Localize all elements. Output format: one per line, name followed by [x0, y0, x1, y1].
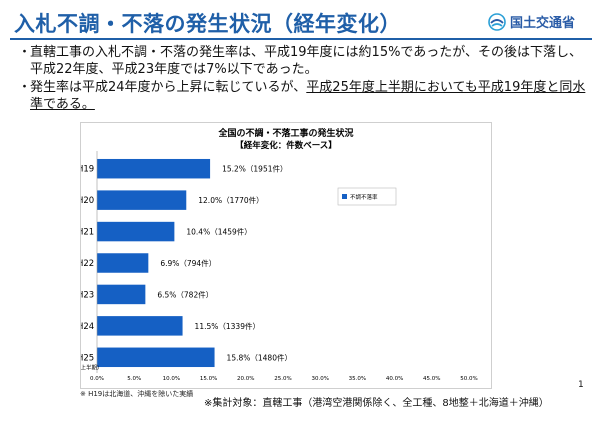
x-tick-label: 40.0%: [386, 376, 403, 382]
x-tick-label: 25.0%: [274, 376, 291, 382]
bars-group: H19 15.2%（1951件） H20 12.0%（1770件） H21 10.4%（1…: [75, 158, 292, 371]
chart-title: 全国の不調・不落工事の発生状況: [217, 127, 353, 139]
data-label: 6.9%（794件）: [160, 258, 216, 268]
x-tick-label: 45.0%: [423, 376, 440, 382]
x-tick-label: 20.0%: [237, 376, 254, 382]
data-label: 10.4%（1459件）: [186, 227, 251, 237]
category-label: H23: [81, 290, 94, 300]
bullet-text-plain: 発生率は平成24年度から上昇に転じているが、: [30, 80, 307, 95]
category-label: H21: [81, 228, 94, 238]
bullet-item: ・ 発生率は平成24年度から上昇に転じているが、平成25年度上半期においても平成…: [18, 79, 588, 113]
logo-text: 国土交通省: [510, 16, 576, 31]
x-axis: 0.0% 5.0% 10.0% 15.0% 20.0% 25.0% 30.0% 35.0% 40…: [90, 151, 478, 382]
category-label: H19: [81, 165, 94, 175]
title-divider: [10, 38, 592, 40]
bullet-marker: ・: [18, 45, 32, 60]
bullet-text: 直轄工事の入札不調・不落の発生率は、平成19年度には約15%であったが、その後は…: [30, 45, 583, 77]
bar: [97, 316, 183, 336]
category-label: H22: [81, 259, 94, 269]
bullet-text-underlined: 平成25年度上半期においても平成19年度と同水準である。: [30, 80, 586, 112]
bullet-item: ・ 直轄工事の入札不調・不落の発生率は、平成19年度には約15%であったが、その…: [18, 44, 588, 78]
page-number: 1: [578, 380, 584, 390]
data-label: 12.0%（1770件）: [198, 195, 263, 205]
x-tick-label: 50.0%: [460, 376, 477, 382]
data-label: 6.5%（782件）: [157, 289, 213, 299]
x-tick-label: 35.0%: [349, 376, 366, 382]
legend-swatch: [342, 194, 347, 199]
bullet-marker: ・: [18, 80, 32, 95]
chart-panel: 全国の不調・不落工事の発生状況 【経年変化：件数ベース】 H19 15.2%（19…: [75, 122, 492, 389]
bullet-text: 発生率は平成24年度から上昇に転じているが、平成25年度上半期においても平成19…: [30, 79, 588, 113]
category-label: H24: [81, 322, 94, 332]
data-label: 15.8%（1480件）: [227, 352, 292, 362]
x-tick-label: 15.0%: [200, 376, 217, 382]
category-label: H20: [81, 196, 94, 206]
category-label: H25: [81, 353, 94, 363]
page-title: 入札不調・不落の発生状況（経年変化）: [14, 12, 401, 36]
legend-box: [337, 187, 397, 206]
data-label: 11.5%（1339件）: [195, 321, 260, 331]
x-tick-label: 0.0%: [90, 376, 104, 382]
ministry-logo: 国土交通省: [488, 12, 575, 31]
bar: [97, 221, 175, 242]
x-tick-label: 5.0%: [127, 376, 141, 382]
summary-bullets: ・ 直轄工事の入札不調・不落の発生率は、平成19年度には約15%であったが、その…: [18, 44, 588, 114]
bar: [97, 253, 149, 273]
x-tick-label: 10.0%: [163, 376, 180, 382]
bar: [97, 190, 187, 210]
bar: [97, 284, 146, 305]
chart-footnote: ※ H19は北海道、沖縄を除いた実績: [80, 390, 194, 398]
bar: [97, 347, 215, 368]
legend-label: 不調不落率: [350, 193, 378, 201]
bar: [97, 158, 211, 179]
data-label: 15.2%（1951件）: [222, 164, 287, 174]
bar-chart: 全国の不調・不落工事の発生状況 【経年変化：件数ベース】 H19 15.2%（19…: [75, 127, 478, 382]
chart-legend: 不調不落率: [337, 187, 397, 206]
x-tick-label: 30.0%: [311, 376, 328, 382]
mlit-logo-icon: [488, 12, 506, 31]
chart-subtitle: 【経年変化：件数ベース】: [235, 140, 337, 151]
aggregation-note: ※集計対象：直轄工事（港湾空港関係除く、全工種、8地整＋北海道＋沖縄）: [204, 398, 549, 409]
category-sublabel: （上半期）: [81, 363, 103, 371]
